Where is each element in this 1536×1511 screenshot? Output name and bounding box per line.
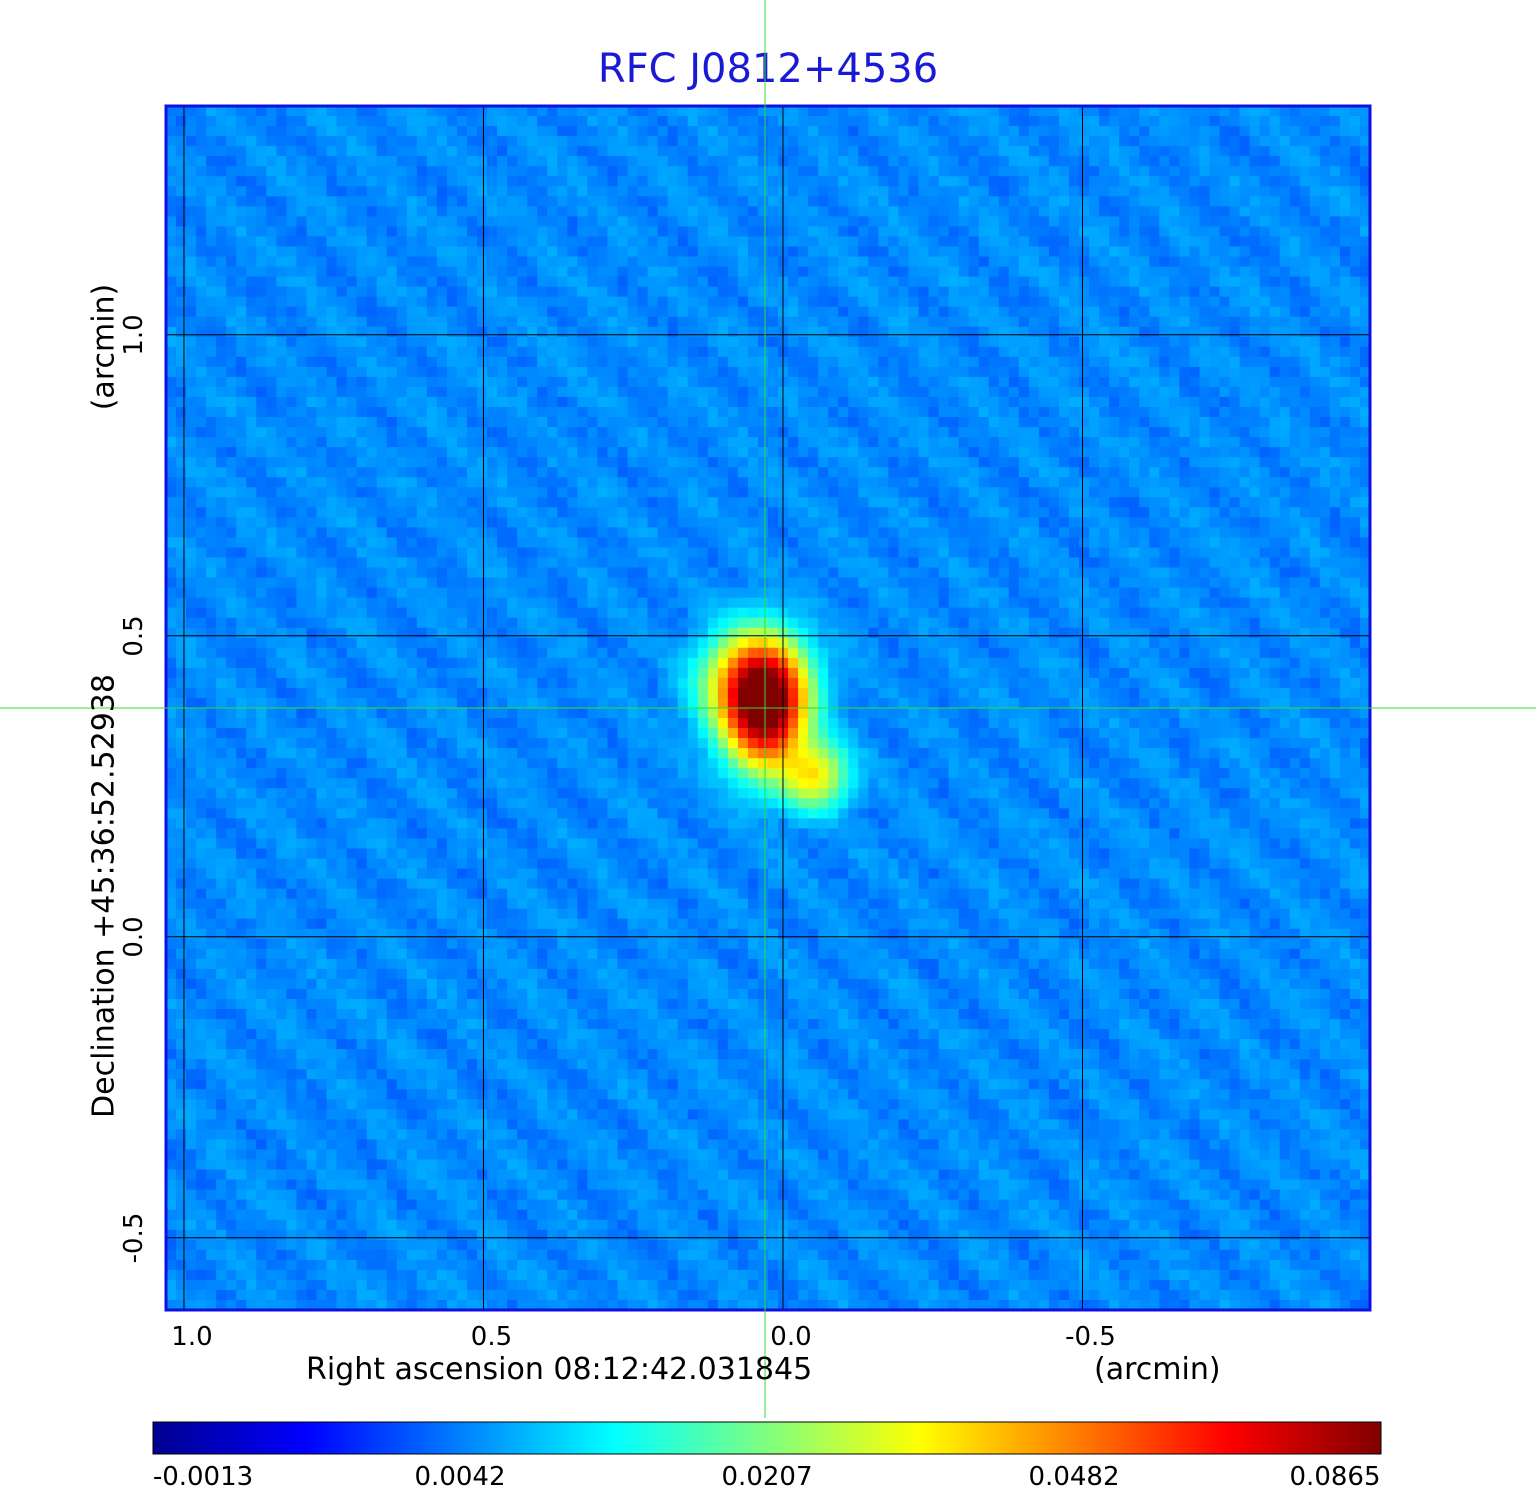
colorbar-tick-label: 0.0865	[1289, 1462, 1381, 1492]
y-axis-unit: (arcmin)	[86, 283, 122, 411]
x-tick-label: -0.5	[1065, 1322, 1116, 1352]
x-axis-unit: (arcmin)	[1094, 1352, 1221, 1387]
colorbar-tick-label: 0.0207	[721, 1462, 813, 1492]
x-tick-label: 1.0	[171, 1322, 213, 1352]
x-tick-label: 0.5	[470, 1322, 513, 1352]
y-axis-label: Declination +45:36:52.52938	[86, 674, 122, 1118]
chart-title: RFC J0812+4536	[597, 46, 939, 92]
x-axis-label: Right ascension 08:12:42.031845	[306, 1352, 813, 1387]
y-tick-label: 0.5	[119, 615, 149, 657]
colorbar	[152, 1421, 1382, 1455]
crosshair	[0, 0, 1536, 1418]
y-tick-label: 1.0	[119, 314, 149, 356]
heatmap-image	[166, 106, 1371, 1311]
colorbar-tick-label: 0.0482	[1028, 1462, 1120, 1492]
y-tick-label: 0.0	[119, 916, 149, 958]
y-tick-label: -0.5	[119, 1212, 149, 1264]
x-tick-label: 0.0	[770, 1322, 812, 1352]
colorbar-tick-label: -0.0013	[152, 1462, 254, 1492]
colorbar-tick-label: 0.0042	[414, 1462, 506, 1492]
